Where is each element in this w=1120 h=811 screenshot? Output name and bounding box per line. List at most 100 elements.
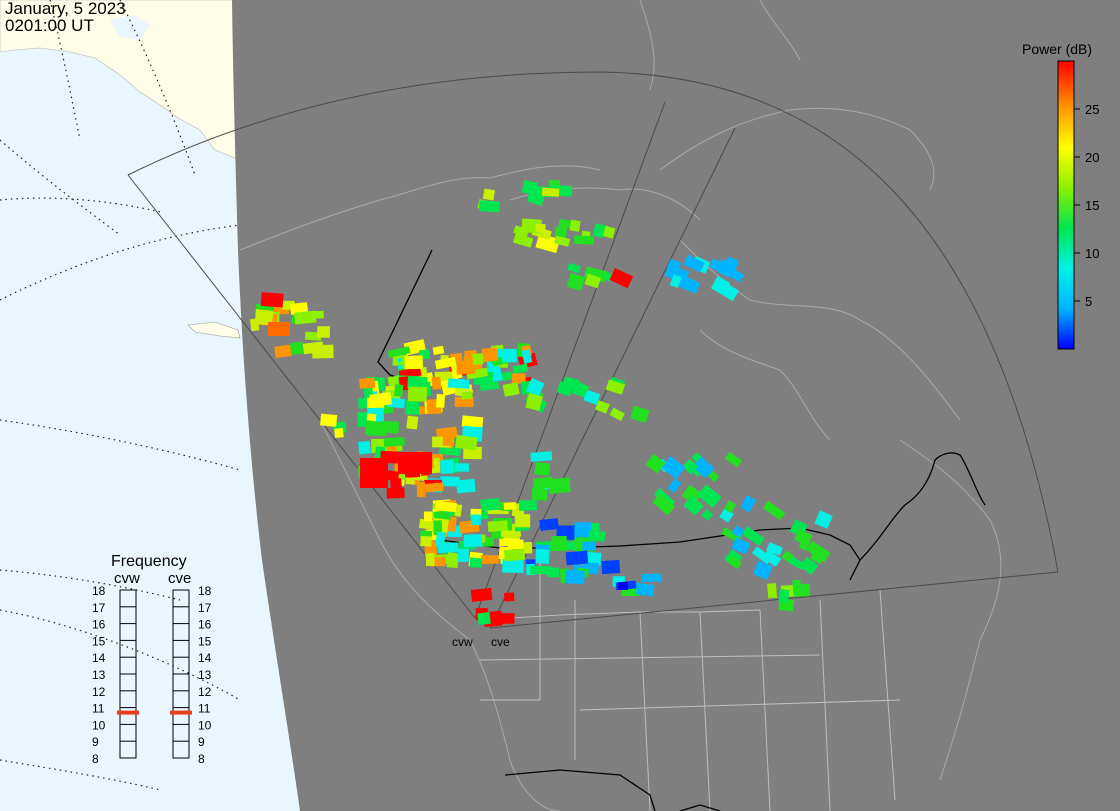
echo-cell (535, 548, 550, 564)
echo-cell (751, 546, 773, 565)
echo-cell (289, 341, 304, 355)
echo-cell (360, 458, 388, 488)
frequency-scale-label: 17 (198, 601, 212, 615)
echo-cell (423, 482, 444, 493)
borders (479, 545, 901, 811)
echo-cell (707, 470, 720, 483)
echo-cell (521, 349, 533, 364)
echo-cell (683, 495, 704, 516)
echo-cell (454, 396, 474, 408)
echo-cell (588, 529, 606, 542)
echo-cell (724, 256, 739, 270)
echo-cell (432, 345, 445, 356)
echo-cell (260, 292, 284, 308)
echo-cell (569, 219, 581, 232)
echo-cell (496, 348, 517, 363)
echo-cell (525, 393, 543, 412)
echo-cell (554, 235, 571, 247)
echo-cell (358, 444, 371, 454)
echo-cell (472, 353, 484, 366)
echo-cell (407, 386, 428, 402)
echo-cell (534, 461, 551, 476)
date-label: January, 5 2023 (5, 0, 126, 18)
echo-cell (383, 436, 405, 447)
alaska-landmass (0, 0, 241, 161)
echo-cell (454, 463, 470, 472)
echo-layer (250, 179, 833, 628)
echo-cell (369, 391, 393, 408)
echo-cell (794, 529, 813, 546)
echo-cell (565, 550, 589, 566)
frequency-scale-label: 17 (92, 601, 106, 615)
colorbar-tick-label: 15 (1085, 198, 1099, 213)
radar-label-cvw: cvw (452, 635, 473, 649)
echo-cell (526, 377, 545, 397)
echo-cell (565, 569, 585, 585)
frequency-scale-label: 12 (198, 685, 212, 699)
frequency-scale-label: 8 (92, 752, 99, 766)
echo-cell (268, 322, 290, 336)
radar-label-cve: cve (491, 635, 510, 649)
echo-cell (514, 514, 531, 528)
echo-cell (456, 478, 476, 494)
echo-cell (405, 477, 415, 485)
echo-cell (457, 548, 469, 562)
echo-cell (592, 223, 606, 238)
frequency-scale-label: 13 (198, 668, 212, 682)
echo-cell (521, 180, 538, 195)
echo-cell (767, 583, 778, 599)
echo-cell (480, 555, 499, 564)
echo-cell (535, 223, 546, 233)
echo-cell (463, 534, 483, 548)
peninsula (187, 321, 241, 339)
echo-cell (289, 302, 309, 315)
echo-cell (701, 509, 714, 521)
echo-cell (566, 272, 586, 291)
echo-cell (418, 518, 434, 530)
echo-cell (438, 444, 462, 457)
echo-cell (387, 346, 411, 358)
colorbar-tick-label: 20 (1085, 150, 1099, 165)
echo-cell (609, 267, 634, 289)
echo-cell (469, 557, 483, 568)
echo-cell (502, 559, 524, 573)
echo-cell (727, 555, 743, 570)
frequency-indicator (117, 710, 139, 715)
echo-cell (676, 274, 701, 294)
echo-cell (645, 453, 666, 474)
echo-cell (496, 613, 515, 624)
echo-cell (386, 470, 400, 481)
echo-cell (461, 391, 473, 400)
echo-cell (482, 188, 496, 201)
echo-cell (487, 520, 508, 532)
echo-cell (431, 376, 442, 390)
echo-cell (535, 233, 561, 254)
graticule (0, 0, 241, 791)
echo-cell (455, 434, 478, 451)
echo-cell (435, 531, 446, 547)
echo-cell (425, 553, 435, 567)
echo-cell (814, 510, 833, 529)
bay-shape (110, 15, 150, 40)
echo-cell (724, 500, 737, 514)
echo-cell (595, 400, 610, 414)
night-region (232, 0, 1120, 811)
echo-cell (682, 458, 699, 475)
echo-cell (567, 262, 581, 274)
echo-cell (532, 476, 554, 490)
echo-cell (477, 612, 491, 626)
echo-cell (661, 455, 686, 480)
echo-cell (480, 498, 501, 512)
echo-cell (447, 378, 470, 389)
frequency-scale-label: 18 (92, 584, 106, 598)
echo-cell (518, 499, 537, 511)
echo-cell (531, 487, 548, 501)
echo-cell (574, 235, 595, 245)
echo-cell (724, 451, 743, 468)
echo-cell (334, 427, 344, 438)
echo-cell (359, 377, 376, 389)
echo-cell (605, 379, 626, 395)
time-label: 0201:00 UT (5, 16, 94, 35)
